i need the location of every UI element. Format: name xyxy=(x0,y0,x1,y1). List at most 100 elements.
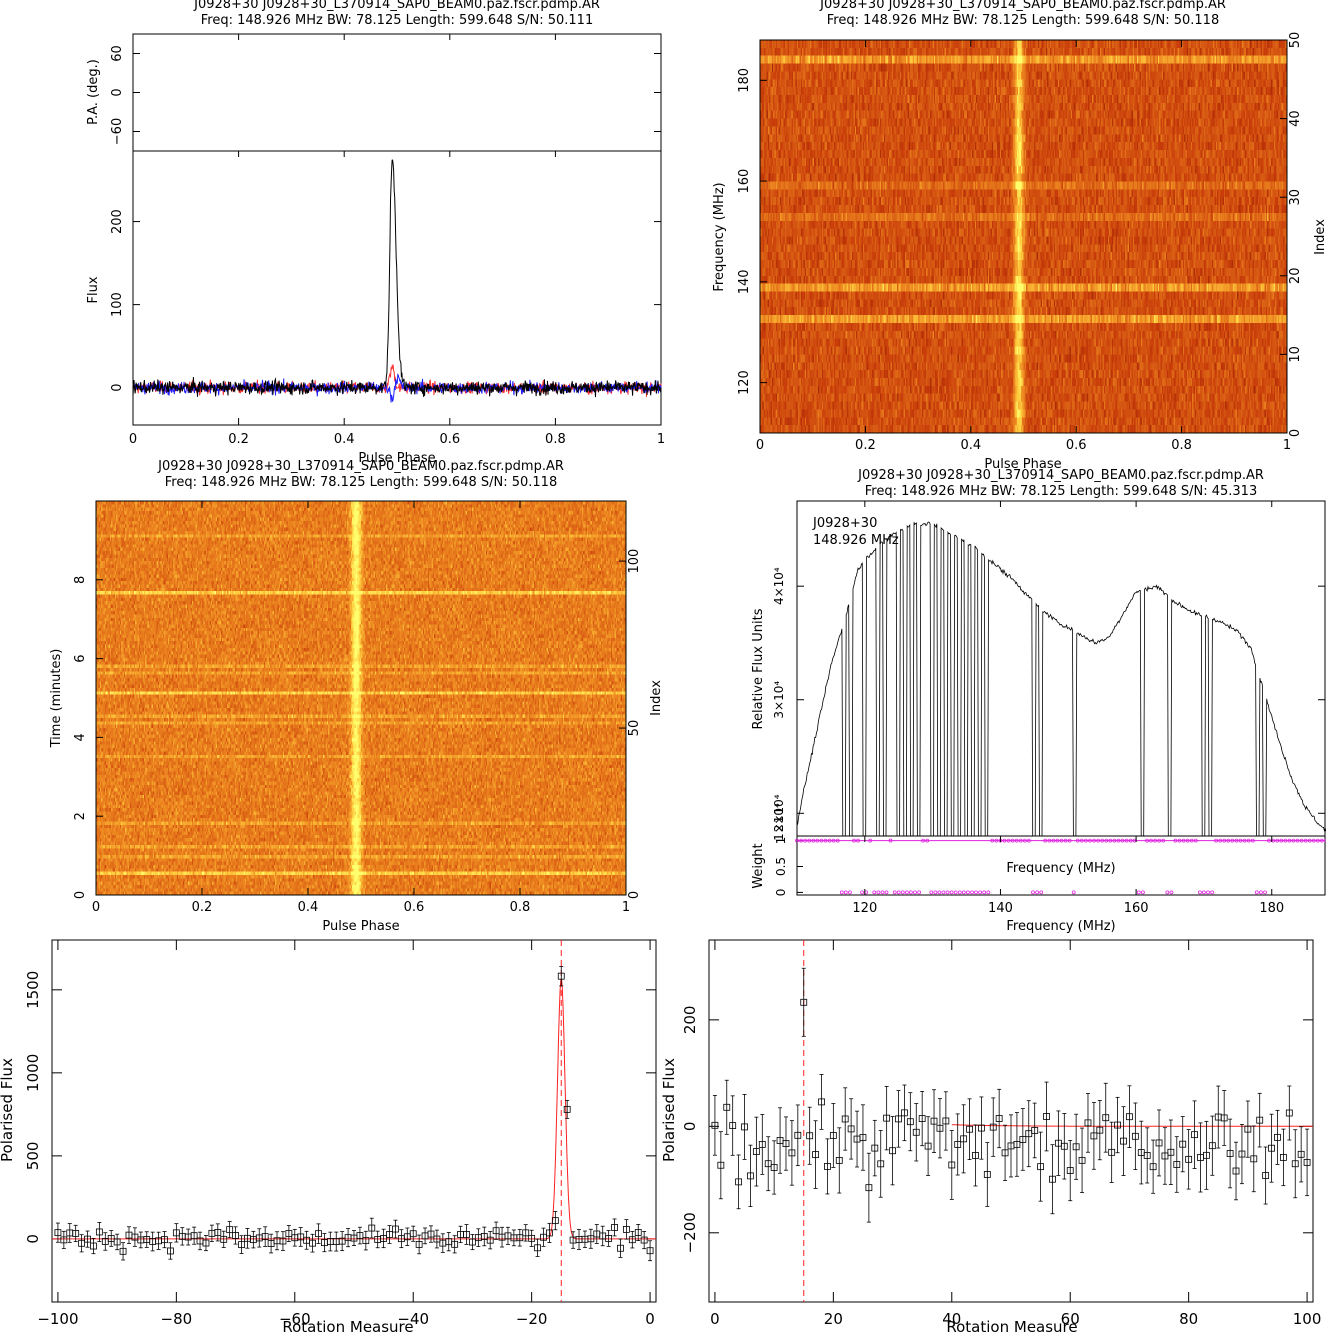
data-point xyxy=(261,1233,269,1241)
time-phase-subtitle: Freq: 148.926 MHz BW: 78.125 Length: 599… xyxy=(165,475,557,490)
data-point xyxy=(1303,1158,1311,1166)
y-tick-label: 2×10⁴ xyxy=(772,794,786,832)
weight-marker xyxy=(1035,890,1039,895)
data-point xyxy=(534,1244,541,1252)
data-point xyxy=(1203,1151,1210,1159)
time-phase-title: J0928+30 J0928+30_L370914_SAP0_BEAM0.paz… xyxy=(157,459,564,474)
data-point xyxy=(1060,1142,1068,1150)
data-point xyxy=(611,1224,618,1231)
x-tick-label: 1 xyxy=(622,900,630,915)
data-point xyxy=(912,1128,920,1136)
data-point xyxy=(214,1228,222,1236)
data-point xyxy=(723,1103,731,1111)
bandpass-title: J0928+30 J0928+30_L370914_SAP0_BEAM0.paz… xyxy=(857,468,1264,483)
data-point xyxy=(1090,1132,1098,1140)
index-axis-label: Index xyxy=(649,680,664,716)
data-point xyxy=(936,1124,944,1132)
profile-panel-frame xyxy=(132,150,662,426)
weight-marker xyxy=(1031,890,1035,895)
data-point xyxy=(1155,1139,1163,1147)
weight-marker xyxy=(909,890,913,895)
y-axis-label: Relative Flux Units xyxy=(751,608,766,729)
data-point xyxy=(1173,1161,1181,1168)
weight-marker xyxy=(974,890,978,895)
data-point xyxy=(1013,1141,1021,1148)
data-point xyxy=(309,1239,316,1247)
weight-marker xyxy=(884,890,889,895)
data-point xyxy=(190,1232,198,1240)
x-tick-label: 0.6 xyxy=(404,900,425,915)
time-phase-heatmap xyxy=(96,501,626,895)
x-tick-label: 80 xyxy=(1179,1310,1198,1328)
y-tick-label: 100 xyxy=(110,292,125,317)
data-point xyxy=(806,1132,814,1140)
x-tick-label: 0 xyxy=(710,1310,720,1328)
x-tick-label: 100 xyxy=(1293,1310,1322,1328)
data-point xyxy=(942,1117,950,1125)
weight-marker xyxy=(1206,890,1210,895)
y-axis-label: Time (minutes) xyxy=(49,649,64,749)
data-point xyxy=(1114,1121,1121,1129)
y-tick-label: 0 xyxy=(24,1234,42,1244)
index-tick-label: 100 xyxy=(627,549,642,574)
freq-phase-subtitle: Freq: 148.926 MHz BW: 78.125 Length: 599… xyxy=(827,13,1219,28)
data-point xyxy=(119,1247,127,1255)
x-tick-label: 60 xyxy=(1061,1310,1080,1328)
data-point xyxy=(747,1172,754,1180)
frequency-annotation: 148.926 MHz xyxy=(813,533,899,548)
index-tick-label: 0 xyxy=(1288,429,1303,437)
x-axis-label: Rotation Measure xyxy=(282,1318,413,1335)
index-tick-label: 30 xyxy=(1288,189,1303,206)
weight-marker xyxy=(839,890,844,895)
weight-marker xyxy=(1259,890,1263,895)
data-point xyxy=(1108,1148,1116,1156)
y-tick-label: 0 xyxy=(73,891,88,899)
data-point xyxy=(90,1242,97,1250)
data-point xyxy=(1143,1152,1151,1159)
weight-marker xyxy=(880,890,885,895)
data-point xyxy=(1262,1172,1270,1179)
y-tick-label: 1000 xyxy=(24,1054,42,1092)
data-point xyxy=(1250,1155,1258,1163)
data-point xyxy=(1256,1116,1264,1124)
x-tick-label: 0 xyxy=(129,432,137,447)
data-point xyxy=(847,1125,855,1133)
data-point xyxy=(617,1244,624,1252)
data-point xyxy=(540,1233,547,1241)
x-tick-label: 160 xyxy=(1124,901,1149,916)
y-axis-label: Polarised Flux xyxy=(0,1058,16,1162)
data-point xyxy=(788,1149,796,1157)
data-point xyxy=(486,1236,494,1244)
x-tick-label: 0 xyxy=(645,1310,655,1328)
data-point xyxy=(829,1132,837,1139)
data-point xyxy=(587,1235,595,1243)
bandpass-subtitle: Freq: 148.926 MHz BW: 78.125 Length: 599… xyxy=(865,484,1257,499)
data-point xyxy=(889,1147,896,1155)
data-point xyxy=(859,1134,867,1141)
y-tick-label: 6 xyxy=(73,654,88,662)
data-point xyxy=(1185,1155,1193,1163)
data-point xyxy=(1126,1113,1133,1121)
data-point xyxy=(1220,1114,1228,1122)
x-tick-label: 120 xyxy=(852,901,877,916)
data-point xyxy=(711,1121,719,1129)
data-point xyxy=(640,1236,648,1244)
x-tick-label: 0.8 xyxy=(1171,438,1192,453)
weight-marker xyxy=(913,890,917,895)
data-point xyxy=(741,1123,748,1131)
x-axis-label: Frequency (MHz) xyxy=(1006,919,1115,934)
rm-zoom-frame xyxy=(708,939,1314,1303)
x-tick-label: 0.8 xyxy=(510,900,531,915)
weight-marker xyxy=(860,890,864,895)
data-point xyxy=(1078,1156,1086,1164)
data-point xyxy=(895,1115,902,1123)
x-tick-label: 40 xyxy=(942,1310,961,1328)
y-axis-label: Polarised Flux xyxy=(660,1058,678,1162)
weight-marker xyxy=(1263,890,1267,895)
x-tick-label: 0 xyxy=(92,900,100,915)
data-point xyxy=(362,1237,370,1245)
x-tick-label: −20 xyxy=(516,1310,548,1328)
x-tick-label: 0 xyxy=(756,438,764,453)
x-tick-label: 0.4 xyxy=(298,900,319,915)
data-point xyxy=(78,1239,86,1247)
